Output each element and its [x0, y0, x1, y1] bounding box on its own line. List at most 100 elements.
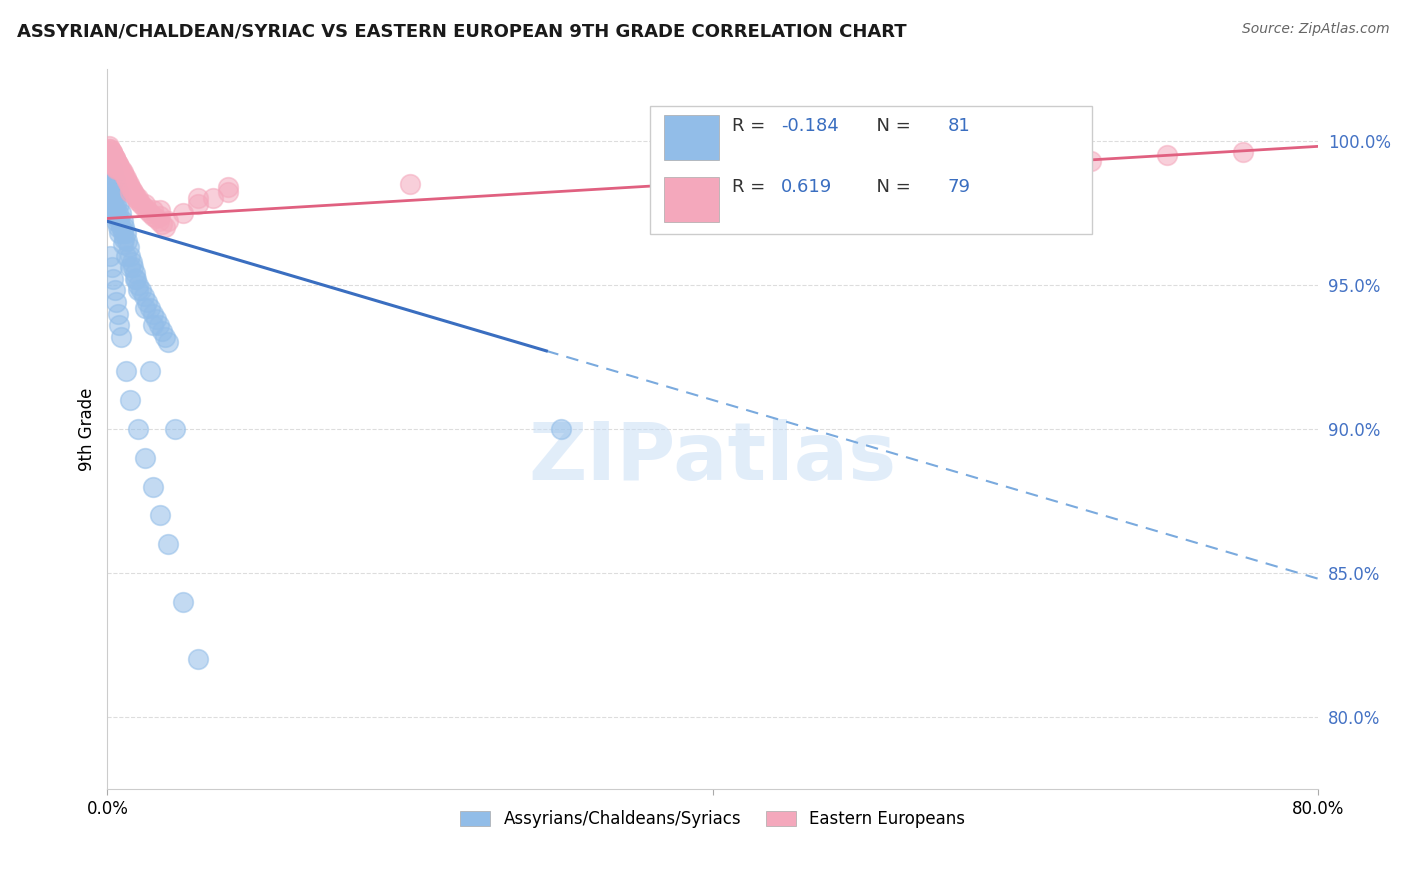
- Point: [135, 202, 157, 217]
- Point: [121, 183, 143, 197]
- Point: [105, 179, 128, 194]
- Point: [114, 364, 136, 378]
- Point: [120, 186, 142, 200]
- Point: [101, 191, 124, 205]
- Point: [187, 197, 209, 211]
- Text: 79: 79: [948, 178, 970, 196]
- Point: [156, 335, 179, 350]
- Point: [100, 162, 122, 177]
- Point: [105, 160, 128, 174]
- Point: [100, 249, 122, 263]
- Point: [100, 145, 122, 160]
- Point: [101, 260, 124, 275]
- Point: [101, 148, 124, 162]
- Legend: Assyrians/Chaldeans/Syriacs, Eastern Europeans: Assyrians/Chaldeans/Syriacs, Eastern Eur…: [454, 804, 972, 835]
- Point: [217, 186, 239, 200]
- Point: [125, 191, 148, 205]
- Point: [111, 237, 134, 252]
- Point: [100, 148, 122, 162]
- Point: [139, 301, 162, 315]
- Point: [145, 211, 167, 226]
- Point: [107, 156, 129, 170]
- Point: [110, 162, 132, 177]
- Point: [104, 151, 127, 165]
- Point: [202, 191, 225, 205]
- Point: [105, 153, 128, 168]
- Point: [142, 318, 165, 332]
- Point: [127, 277, 149, 292]
- Point: [150, 324, 173, 338]
- Text: N =: N =: [866, 178, 917, 196]
- Point: [135, 295, 157, 310]
- Point: [107, 156, 129, 170]
- Point: [108, 214, 131, 228]
- Point: [129, 197, 152, 211]
- Text: R =: R =: [733, 178, 778, 196]
- Point: [105, 153, 128, 168]
- Point: [1232, 145, 1254, 160]
- Point: [103, 148, 125, 162]
- Point: [156, 214, 179, 228]
- Point: [172, 205, 194, 219]
- Point: [105, 197, 128, 211]
- Point: [103, 151, 125, 165]
- Point: [100, 177, 122, 191]
- Point: [110, 329, 132, 343]
- Point: [108, 197, 131, 211]
- Text: N =: N =: [866, 117, 917, 135]
- Point: [104, 202, 127, 217]
- Point: [127, 191, 149, 205]
- Point: [103, 168, 125, 182]
- Point: [142, 307, 165, 321]
- Point: [105, 214, 128, 228]
- Point: [127, 422, 149, 436]
- Point: [127, 194, 149, 208]
- Point: [107, 205, 129, 219]
- Text: 81: 81: [948, 117, 970, 135]
- Y-axis label: 9th Grade: 9th Grade: [79, 387, 96, 471]
- Point: [101, 148, 124, 162]
- Point: [107, 307, 129, 321]
- Point: [145, 312, 167, 326]
- Point: [108, 160, 131, 174]
- Point: [120, 260, 142, 275]
- Point: [112, 231, 135, 245]
- Point: [105, 209, 128, 223]
- Point: [134, 301, 156, 315]
- Text: -0.184: -0.184: [780, 117, 838, 135]
- Text: 0.619: 0.619: [780, 178, 832, 196]
- Text: ASSYRIAN/CHALDEAN/SYRIAC VS EASTERN EUROPEAN 9TH GRADE CORRELATION CHART: ASSYRIAN/CHALDEAN/SYRIAC VS EASTERN EURO…: [17, 22, 907, 40]
- Point: [112, 220, 135, 235]
- Point: [104, 156, 127, 170]
- Point: [172, 595, 194, 609]
- Point: [103, 202, 125, 217]
- Point: [103, 272, 125, 286]
- Point: [156, 537, 179, 551]
- Point: [134, 450, 156, 465]
- Point: [111, 165, 134, 179]
- Point: [702, 168, 724, 182]
- Point: [117, 240, 139, 254]
- Point: [1156, 148, 1178, 162]
- Point: [100, 148, 122, 162]
- Point: [104, 284, 127, 298]
- Point: [139, 364, 162, 378]
- Point: [107, 186, 129, 200]
- Point: [100, 145, 122, 160]
- Point: [100, 142, 122, 156]
- Point: [101, 145, 124, 160]
- Point: [1080, 153, 1102, 168]
- Point: [101, 197, 124, 211]
- Point: [103, 148, 125, 162]
- Point: [104, 191, 127, 205]
- Point: [132, 200, 155, 214]
- Point: [149, 209, 172, 223]
- Point: [107, 162, 129, 177]
- Point: [104, 151, 127, 165]
- Bar: [665, 178, 718, 222]
- Point: [101, 177, 124, 191]
- Point: [108, 318, 131, 332]
- Point: [149, 508, 172, 523]
- Point: [105, 295, 128, 310]
- Point: [101, 145, 124, 160]
